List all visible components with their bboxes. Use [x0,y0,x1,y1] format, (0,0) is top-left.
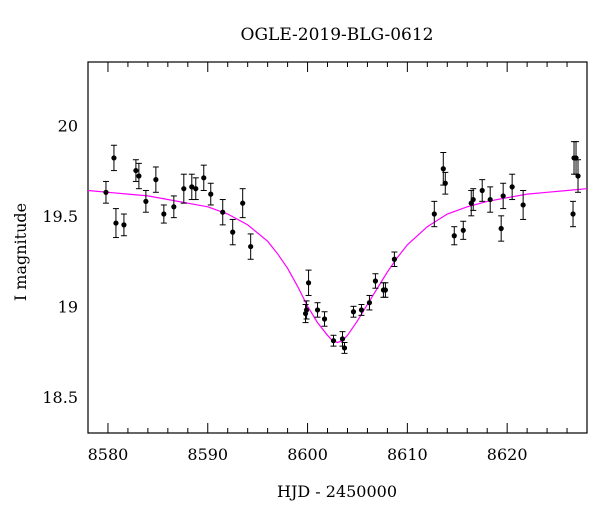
data-point [201,175,207,181]
data-point [321,316,328,322]
y-tick-label: 19.5 [42,207,78,226]
data-point [181,186,187,192]
data-point [500,193,506,199]
data-point [111,155,117,161]
data-point [573,155,579,161]
x-axis-label: HJD - 2450000 [277,482,397,501]
data-point [570,211,576,217]
data-point [189,184,195,190]
data-point [143,198,149,204]
data-point [330,338,337,344]
data-point [509,184,515,190]
plot-area: 8580 8590 8600 8610 8620 18.5 19 19.5 20 [42,61,588,464]
model-curve [87,188,588,344]
data-point [339,336,346,342]
data-point [460,227,466,233]
data-point [305,280,312,286]
data-point [161,211,167,217]
data-point [133,167,139,174]
data-point [391,256,397,262]
x-tick-label: 8620 [487,445,528,464]
data-point [440,166,446,172]
data-point [487,196,493,203]
data-point [136,173,142,179]
data-point [382,287,389,293]
x-tick-label: 8590 [187,445,228,464]
x-tick-label: 8600 [287,445,328,464]
data-point [341,345,348,351]
plot-frame [87,61,588,434]
data-point [451,233,457,239]
data-point [303,307,310,313]
data-point [220,209,226,215]
chart-title: OGLE-2019-BLG-0612 [241,25,434,45]
data-point [153,177,159,183]
data-point [208,191,214,197]
data-point [372,278,379,284]
y-tick-label: 20 [58,116,78,135]
data-point [575,173,581,179]
data-point [193,186,199,192]
y-axis-label: I magnitude [11,203,30,301]
data-point [358,307,365,313]
data-point [121,222,127,228]
x-tick-label: 8610 [387,445,428,464]
data-point [103,189,109,195]
data-point [520,202,526,208]
data-point [113,220,119,226]
data-point [230,229,236,235]
y-tick-label: 18.5 [42,388,78,407]
data-point [240,200,246,206]
data-point [498,225,504,232]
x-tick-label: 8580 [88,445,129,464]
data-point [442,180,448,186]
data-point [366,300,373,306]
data-point [171,204,177,210]
data-point [431,211,437,217]
data-point [248,243,254,250]
data-point [479,187,485,194]
y-tick-label: 19 [58,297,78,316]
data-point [470,196,476,203]
data-point [350,309,357,315]
data-point [314,307,321,313]
